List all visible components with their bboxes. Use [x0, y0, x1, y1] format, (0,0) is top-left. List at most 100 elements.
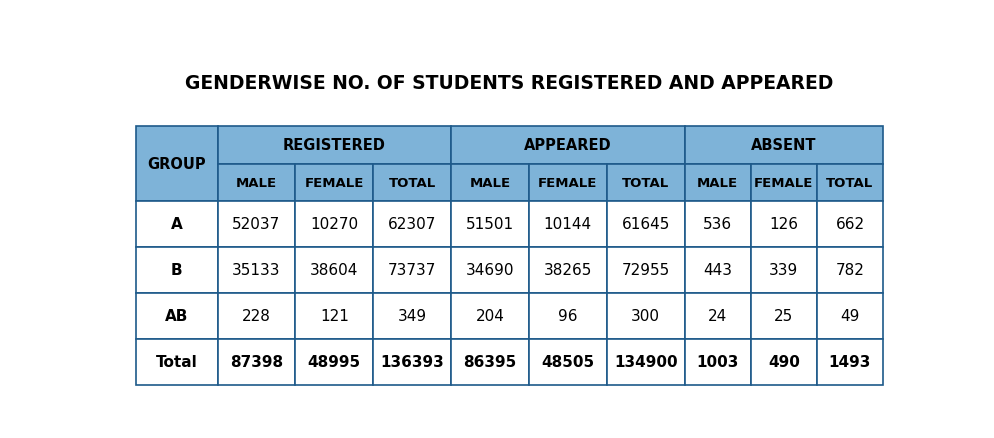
Text: ABSENT: ABSENT	[751, 138, 816, 153]
Bar	[606, 339, 685, 385]
Bar	[451, 339, 529, 385]
Text: AB: AB	[165, 309, 188, 324]
Bar	[451, 293, 529, 339]
Bar	[136, 247, 218, 293]
Bar	[817, 201, 883, 247]
Text: 51501: 51501	[466, 217, 514, 232]
Bar	[750, 164, 817, 201]
Text: 34690: 34690	[466, 263, 514, 278]
Text: 490: 490	[767, 354, 800, 369]
Text: 48505: 48505	[542, 354, 594, 369]
Text: 536: 536	[703, 217, 733, 232]
Text: GENDERWISE NO. OF STUDENTS REGISTERED AND APPEARED: GENDERWISE NO. OF STUDENTS REGISTERED AN…	[185, 74, 834, 92]
Text: B: B	[171, 263, 183, 278]
Text: 24: 24	[708, 309, 728, 324]
Bar	[685, 201, 750, 247]
Text: 1493: 1493	[829, 354, 871, 369]
Text: 443: 443	[703, 263, 733, 278]
Text: 38604: 38604	[310, 263, 359, 278]
Text: TOTAL: TOTAL	[389, 177, 435, 189]
Bar	[218, 164, 295, 201]
Text: 339: 339	[769, 263, 798, 278]
Bar	[750, 339, 817, 385]
Text: 204: 204	[475, 309, 504, 324]
Text: 349: 349	[398, 309, 426, 324]
Bar	[529, 201, 606, 247]
Text: 96: 96	[558, 309, 578, 324]
Text: A: A	[171, 217, 183, 232]
Text: REGISTERED: REGISTERED	[283, 138, 386, 153]
Text: 86395: 86395	[463, 354, 517, 369]
Text: 121: 121	[320, 309, 349, 324]
Text: MALE: MALE	[236, 177, 277, 189]
Bar	[606, 164, 685, 201]
Text: GROUP: GROUP	[147, 157, 206, 172]
Bar	[606, 293, 685, 339]
Text: 52037: 52037	[233, 217, 280, 232]
Bar	[685, 293, 750, 339]
Bar	[685, 247, 750, 293]
Bar	[606, 247, 685, 293]
Text: 228: 228	[242, 309, 271, 324]
Bar	[373, 339, 451, 385]
Bar	[817, 293, 883, 339]
Text: TOTAL: TOTAL	[622, 177, 669, 189]
Text: APPEARED: APPEARED	[524, 138, 611, 153]
Bar	[136, 127, 218, 201]
Text: 662: 662	[835, 217, 865, 232]
Bar	[373, 164, 451, 201]
Text: 134900: 134900	[614, 354, 678, 369]
Bar	[685, 127, 883, 164]
Bar	[218, 201, 295, 247]
Text: 300: 300	[631, 309, 660, 324]
Text: FEMALE: FEMALE	[538, 177, 597, 189]
Text: MALE: MALE	[697, 177, 739, 189]
Text: 48995: 48995	[308, 354, 361, 369]
Bar	[817, 164, 883, 201]
Bar	[451, 247, 529, 293]
Bar	[606, 201, 685, 247]
Bar	[295, 164, 373, 201]
Text: 35133: 35133	[233, 263, 280, 278]
Bar	[685, 164, 750, 201]
Text: 61645: 61645	[621, 217, 670, 232]
Bar	[218, 293, 295, 339]
Bar	[817, 339, 883, 385]
Bar	[750, 293, 817, 339]
Text: 126: 126	[769, 217, 798, 232]
Bar	[218, 247, 295, 293]
Bar	[218, 339, 295, 385]
Text: 73737: 73737	[388, 263, 436, 278]
Bar	[529, 247, 606, 293]
Bar	[451, 201, 529, 247]
Bar	[295, 201, 373, 247]
Bar	[750, 201, 817, 247]
Bar	[529, 164, 606, 201]
Bar	[451, 164, 529, 201]
Text: 1003: 1003	[697, 354, 739, 369]
Text: 782: 782	[836, 263, 865, 278]
Bar	[685, 339, 750, 385]
Bar	[218, 127, 451, 164]
Text: 49: 49	[840, 309, 860, 324]
Bar	[295, 339, 373, 385]
Bar	[529, 339, 606, 385]
Text: 72955: 72955	[621, 263, 670, 278]
Bar	[136, 339, 218, 385]
Text: 87398: 87398	[230, 354, 283, 369]
Text: 38265: 38265	[544, 263, 592, 278]
Text: 62307: 62307	[388, 217, 436, 232]
Text: 10144: 10144	[544, 217, 591, 232]
Bar	[451, 127, 685, 164]
Text: FEMALE: FEMALE	[304, 177, 364, 189]
Bar	[373, 247, 451, 293]
Text: TOTAL: TOTAL	[826, 177, 874, 189]
Bar	[295, 247, 373, 293]
Bar	[373, 293, 451, 339]
Bar	[136, 201, 218, 247]
Text: 10270: 10270	[310, 217, 359, 232]
Text: 25: 25	[774, 309, 793, 324]
Bar	[136, 293, 218, 339]
Bar	[817, 247, 883, 293]
Bar	[750, 247, 817, 293]
